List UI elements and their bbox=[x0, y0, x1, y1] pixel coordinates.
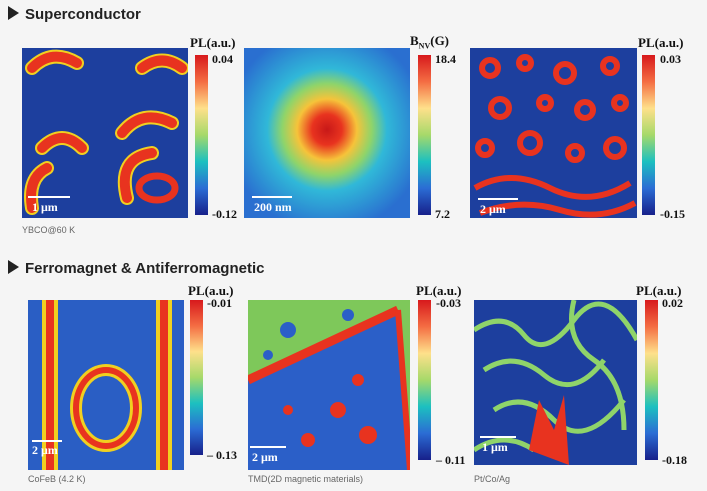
label-unit: (G) bbox=[430, 33, 450, 48]
colorbar bbox=[645, 300, 658, 460]
colorbar-max: 18.4 bbox=[435, 52, 456, 66]
scale-bar: 1 μm bbox=[482, 440, 508, 454]
image bbox=[22, 48, 188, 218]
colorbar bbox=[418, 55, 431, 215]
colorbar bbox=[190, 300, 203, 455]
image bbox=[470, 48, 637, 218]
section-title: Superconductor bbox=[8, 6, 141, 23]
image bbox=[248, 300, 410, 470]
colorbar-label: PL(a.u.) bbox=[638, 35, 684, 50]
section-title: Ferromagnet & Antiferromagnetic bbox=[8, 260, 264, 277]
scale-bar: 2 μm bbox=[252, 450, 278, 464]
scale-bar: 200 nm bbox=[254, 200, 292, 214]
label-sub: NV bbox=[418, 41, 431, 51]
colorbar-max: 0.02 bbox=[662, 296, 683, 310]
caption: YBCO@60 K bbox=[22, 225, 76, 235]
colorbar bbox=[642, 55, 655, 215]
colorbar-label: PL(a.u.) bbox=[190, 35, 236, 50]
caption: Pt/Co/Ag bbox=[474, 474, 511, 484]
colorbar-min: -0.18 bbox=[662, 453, 687, 467]
colorbar-label: PL(a.u.) bbox=[188, 283, 234, 298]
colorbar bbox=[195, 55, 208, 215]
scale-bar: 2 μm bbox=[32, 443, 58, 457]
colorbar-min: -0.15 bbox=[660, 207, 685, 221]
label-main: B bbox=[410, 33, 419, 48]
colorbar-min: 7.2 bbox=[435, 207, 450, 221]
colorbar-label: PL(a.u.) bbox=[416, 283, 462, 298]
colorbar bbox=[418, 300, 431, 460]
colorbar-label: BNV(G) bbox=[410, 33, 449, 51]
colorbar-max: -0.03 bbox=[436, 296, 461, 310]
colorbar-max: -0.01 bbox=[207, 296, 232, 310]
scale-bar: 2 μm bbox=[480, 202, 506, 216]
colorbar-label: PL(a.u.) bbox=[636, 283, 682, 298]
caption: CoFeB (4.2 K) bbox=[28, 474, 86, 484]
colorbar-min: – 0.13 bbox=[207, 448, 237, 462]
colorbar-max: 0.04 bbox=[212, 52, 233, 66]
colorbar-min: – 0.11 bbox=[436, 453, 466, 467]
scale-bar: 1 μm bbox=[32, 200, 58, 214]
colorbar-min: -0.12 bbox=[212, 207, 237, 221]
image bbox=[244, 48, 410, 218]
caption: TMD(2D magnetic materials) bbox=[248, 474, 364, 484]
colorbar-max: 0.03 bbox=[660, 52, 681, 66]
